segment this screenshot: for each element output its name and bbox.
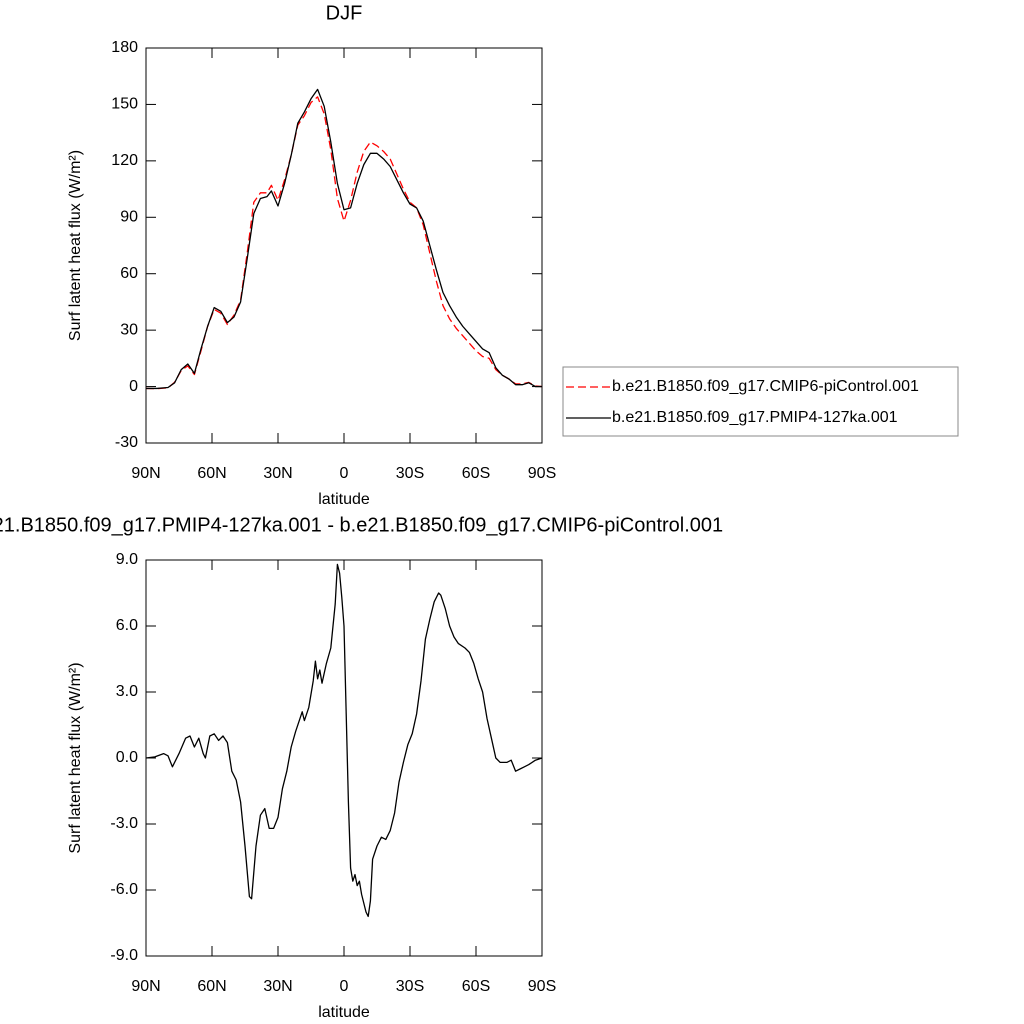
x-tick-label: 90N	[131, 978, 160, 995]
y-tick-label: -3.0	[110, 815, 138, 832]
y-axis-label: Surf latent heat flux (W/m²)	[67, 150, 84, 341]
x-tick-label: 30S	[396, 465, 424, 482]
x-tick-label: 60N	[197, 465, 226, 482]
x-tick-label: 30N	[263, 978, 292, 995]
y-tick-label: 3.0	[116, 683, 138, 700]
y-tick-label: 30	[120, 321, 138, 338]
x-tick-label: 0	[340, 465, 349, 482]
legend-label: b.e21.B1850.f09_g17.PMIP4-127ka.001	[612, 409, 898, 426]
y-tick-label: 60	[120, 265, 138, 282]
x-tick-label: 0	[340, 978, 349, 995]
y-tick-label: 120	[111, 152, 138, 169]
y-axis-label: Surf latent heat flux (W/m²)	[67, 662, 84, 853]
series-line	[146, 88, 542, 390]
y-tick-label: -6.0	[110, 881, 138, 898]
y-tick-label: -9.0	[110, 947, 138, 964]
x-tick-label: 60S	[462, 978, 490, 995]
x-tick-label: 90S	[528, 465, 556, 482]
x-tick-label: 60S	[462, 465, 490, 482]
y-tick-label: 6.0	[116, 617, 138, 634]
chart-title: b.e21.B1850.f09_g17.PMIP4-127ka.001 - b.…	[0, 514, 723, 536]
chart-title: DJF	[326, 2, 363, 24]
x-tick-label: 30S	[396, 978, 424, 995]
x-axis-label: latitude	[318, 1004, 370, 1021]
x-tick-label: 60N	[197, 978, 226, 995]
y-tick-label: -30	[115, 434, 138, 451]
legend-label: b.e21.B1850.f09_g17.CMIP6-piControl.001	[612, 378, 919, 395]
series-line	[145, 96, 543, 390]
y-tick-label: 180	[111, 39, 138, 56]
x-axis-label: latitude	[318, 491, 370, 508]
y-tick-label: 0	[129, 378, 138, 395]
y-tick-label: 90	[120, 209, 138, 226]
x-tick-label: 90S	[528, 978, 556, 995]
legend-box	[562, 366, 959, 437]
y-tick-label: 150	[111, 96, 138, 113]
plot-frame	[145, 47, 543, 444]
x-tick-label: 30N	[263, 465, 292, 482]
y-tick-label: 0.0	[116, 749, 138, 766]
x-tick-label: 90N	[131, 465, 160, 482]
series-line	[145, 563, 543, 918]
y-tick-label: 9.0	[116, 551, 138, 568]
